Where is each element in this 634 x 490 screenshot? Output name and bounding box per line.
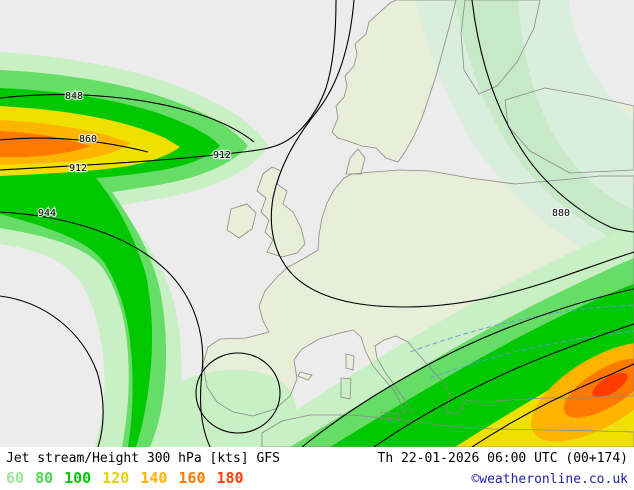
scale-value-180: 180 [216,469,244,487]
contour-label: 912 [69,163,87,174]
contour-label: 912 [213,150,231,161]
contour-label: 860 [79,134,97,145]
secondary-contours [409,304,634,379]
scale-value-160: 160 [178,469,206,487]
map-title: Jet stream/Height 300 hPa [kts] GFS [6,451,280,466]
scale-value-140: 140 [140,469,168,487]
scale-value-80: 80 [35,469,54,487]
weather-map: 848 860 912 912 944 880 [0,0,634,447]
scale-value-60: 60 [6,469,25,487]
scale-value-100: 100 [64,469,92,487]
speed-scale: 60 80 100 120 140 160 180 [6,469,244,487]
band-left-100kt [0,88,220,447]
contour-label: 848 [65,91,83,102]
contour-label: 880 [552,208,570,219]
height-contours [0,0,634,447]
jet-stream-speed-bands [0,0,634,447]
copyright-text: ©weatheronline.co.uk [471,472,628,487]
scale-value-120: 120 [102,469,130,487]
band-left-160kt [0,131,90,157]
contour-label: 944 [38,208,56,219]
valid-time: Th 22-01-2026 06:00 UTC (00+174) [377,451,628,466]
band-se-180kt [592,372,628,398]
legend-footer: Jet stream/Height 300 hPa [kts] GFS Th 2… [0,447,634,490]
contour-labels: 848 860 912 912 944 880 [37,90,572,221]
band-right-inner [455,0,634,247]
